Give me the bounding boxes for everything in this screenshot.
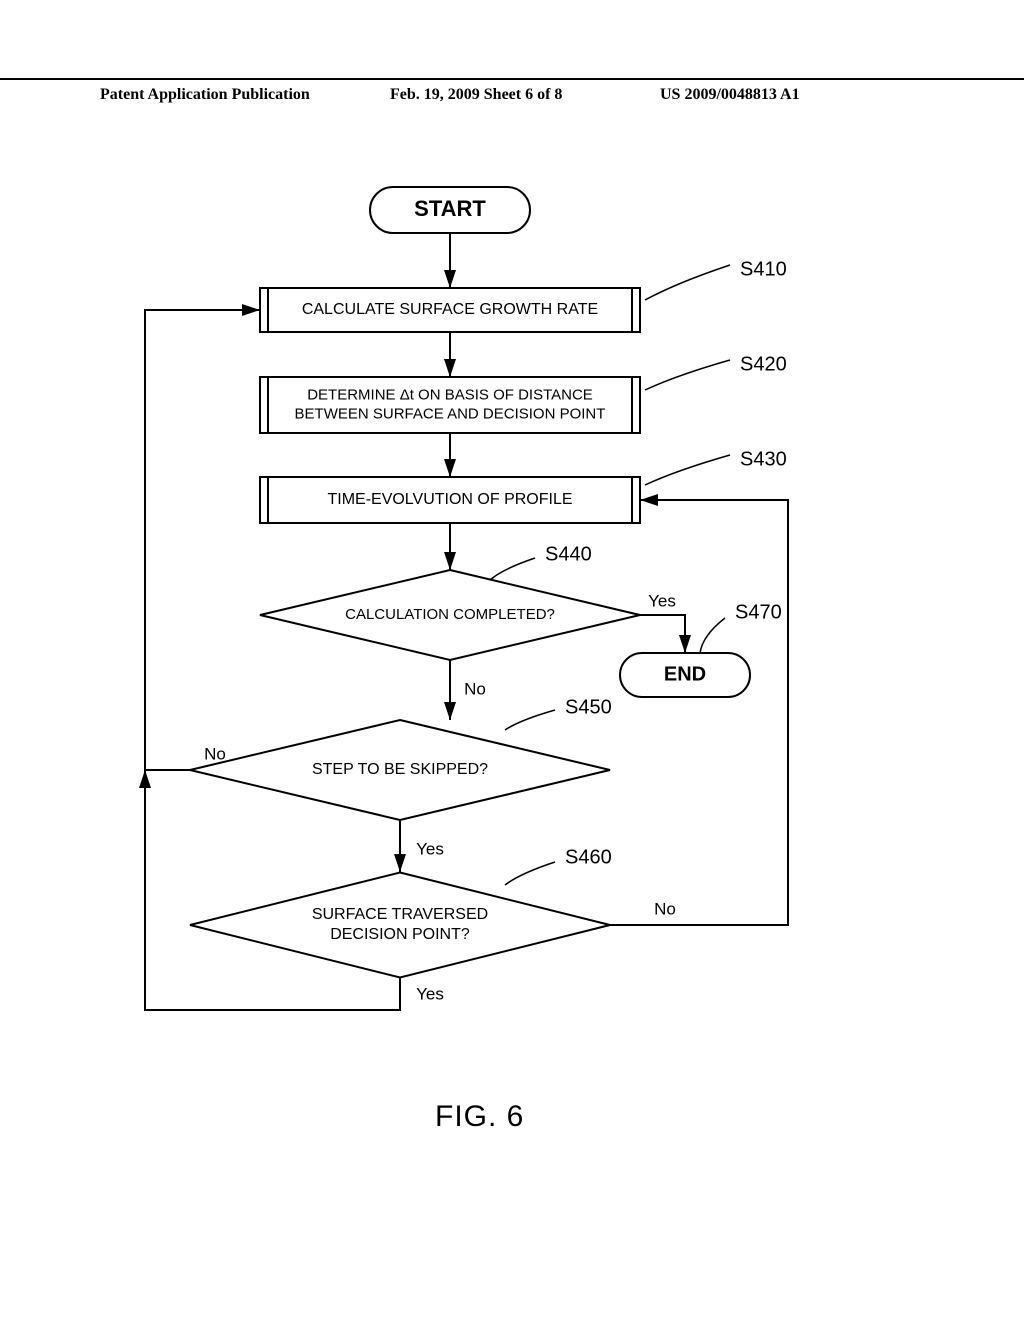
svg-text:SURFACE TRAVERSED: SURFACE TRAVERSED (312, 906, 488, 923)
edge-label: Yes (648, 591, 676, 610)
svg-text:CALCULATE SURFACE GROWTH RATE: CALCULATE SURFACE GROWTH RATE (302, 301, 598, 318)
svg-text:BETWEEN SURFACE AND DECISION P: BETWEEN SURFACE AND DECISION POINT (295, 405, 606, 422)
svg-text:TIME-EVOLVUTION OF PROFILE: TIME-EVOLVUTION OF PROFILE (327, 491, 572, 508)
svg-text:S460: S460 (565, 846, 612, 868)
edge-label: No (204, 744, 226, 763)
node-s420: DETERMINE Δt ON BASIS OF DISTANCE BETWEEN… (260, 353, 787, 433)
header-right: US 2009/0048813 A1 (660, 86, 800, 104)
flowchart-svg: START CALCULATE SURFACE GROWTH RATE S410 DE… (0, 170, 1024, 1070)
edge (610, 500, 788, 925)
header-left: Patent Application Publication (100, 86, 310, 104)
svg-text:CALCULATION COMPLETED?: CALCULATION COMPLETED? (345, 606, 555, 623)
edge (145, 310, 260, 770)
figure-caption: FIG. 6 (435, 1100, 524, 1134)
edge (145, 770, 400, 1010)
edge-label: Yes (416, 839, 444, 858)
svg-text:STEP TO BE SKIPPED?: STEP TO BE SKIPPED? (312, 761, 488, 778)
header-center: Feb. 19, 2009 Sheet 6 of 8 (390, 86, 562, 104)
edge (640, 615, 685, 653)
node-start: START (370, 187, 530, 233)
header-rule (0, 78, 1024, 80)
node-s430: TIME-EVOLVUTION OF PROFILE S430 (260, 448, 787, 523)
svg-text:START: START (414, 196, 486, 221)
svg-text:S440: S440 (545, 543, 592, 565)
svg-text:S410: S410 (740, 258, 787, 280)
edge-label: Yes (416, 984, 444, 1003)
node-s410: CALCULATE SURFACE GROWTH RATE S410 (260, 258, 787, 332)
node-s450: STEP TO BE SKIPPED? S450 (190, 696, 612, 820)
svg-text:END: END (664, 663, 706, 685)
svg-text:S420: S420 (740, 353, 787, 375)
svg-text:S450: S450 (565, 696, 612, 718)
svg-text:DETERMINE Δt ON BASIS OF DISTA: DETERMINE Δt ON BASIS OF DISTANCE (307, 386, 593, 403)
svg-text:S430: S430 (740, 448, 787, 470)
edge-label: No (464, 679, 486, 698)
svg-text:DECISION POINT?: DECISION POINT? (330, 926, 470, 943)
svg-text:S470: S470 (735, 601, 782, 623)
edge-label: No (654, 899, 676, 918)
